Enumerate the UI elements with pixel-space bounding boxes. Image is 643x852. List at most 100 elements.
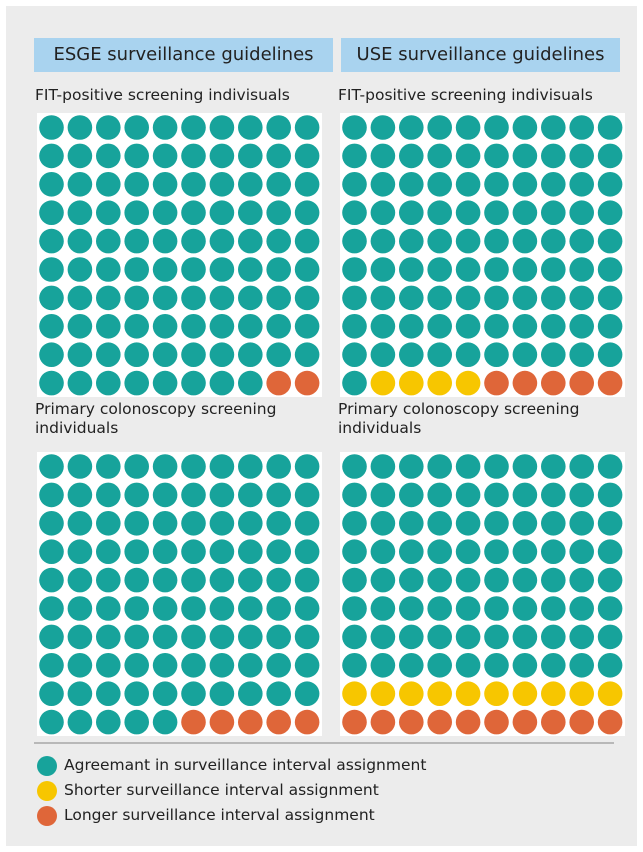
unit-dot — [597, 143, 623, 169]
legend-item: Shorter surveillance interval assignment — [36, 778, 379, 802]
unit-dot — [399, 115, 424, 140]
unit-dot — [67, 285, 93, 311]
unit-dot — [266, 172, 291, 197]
unit-dot — [238, 342, 263, 367]
unit-dot — [238, 511, 263, 536]
unit-dot — [209, 511, 235, 536]
unit-dot — [569, 709, 594, 735]
unit-dot — [67, 200, 93, 225]
unit-dot — [181, 257, 206, 282]
unit-dot — [541, 539, 566, 564]
unit-dot — [427, 115, 452, 140]
separator — [34, 742, 614, 744]
unit-dot — [96, 370, 121, 396]
unit-dot — [67, 624, 93, 650]
unit-dot — [399, 681, 424, 706]
unit-dot — [512, 143, 538, 169]
unit-dot — [181, 200, 206, 225]
unit-dot — [399, 200, 424, 225]
unit-dot — [124, 172, 149, 197]
unit-dot — [294, 539, 320, 564]
unit-dot — [427, 257, 452, 282]
unit-dot — [266, 454, 291, 479]
unit-dot — [39, 482, 64, 508]
unit-dot — [427, 511, 452, 536]
unit-dot — [427, 482, 452, 508]
unit-dot — [597, 314, 623, 339]
unit-dot — [370, 172, 396, 197]
unit-dot — [238, 596, 263, 621]
unit-dot — [124, 228, 149, 254]
unit-dot — [455, 257, 481, 282]
unit-dot — [484, 681, 509, 706]
unit-dot — [39, 539, 64, 564]
unit-dot — [39, 681, 64, 706]
unit-dot — [96, 200, 121, 225]
unit-dot — [342, 454, 367, 479]
unit-dot — [96, 681, 121, 706]
unit-dot — [569, 172, 594, 197]
unit-dot — [455, 342, 481, 367]
unit-dot — [569, 596, 594, 621]
unit-dot — [96, 454, 121, 479]
unit-dot — [96, 482, 121, 508]
unit-dot — [152, 624, 178, 650]
unit-dot — [427, 539, 452, 564]
unit-dot — [294, 257, 320, 282]
unit-dot — [399, 624, 424, 650]
unit-dot — [294, 342, 320, 367]
figure: ESGE surveillance guidelines USE surveil… — [6, 6, 637, 846]
unit-dot — [294, 285, 320, 311]
legend-dot — [37, 755, 57, 776]
unit-dot — [484, 342, 509, 367]
legend-swatch — [37, 780, 57, 801]
unit-dot — [266, 681, 291, 706]
waffle — [39, 115, 320, 396]
unit-dot — [238, 454, 263, 479]
unit-dot — [512, 653, 538, 678]
unit-dot — [455, 482, 481, 508]
unit-dot — [484, 511, 509, 536]
unit-dot — [484, 482, 509, 508]
unit-dot — [152, 257, 178, 282]
unit-dot — [370, 539, 396, 564]
unit-dot — [399, 285, 424, 311]
unit-dot — [427, 454, 452, 479]
waffle-panel — [37, 113, 322, 397]
unit-dot — [124, 681, 149, 706]
unit-dot — [124, 596, 149, 621]
unit-dot — [152, 200, 178, 225]
unit-dot — [152, 454, 178, 479]
unit-dot — [512, 454, 538, 479]
unit-dot — [266, 228, 291, 254]
unit-dot — [342, 596, 367, 621]
unit-dot — [266, 539, 291, 564]
unit-dot — [541, 709, 566, 735]
unit-dot — [455, 709, 481, 735]
unit-dot — [597, 228, 623, 254]
unit-dot — [342, 143, 367, 169]
unit-dot — [342, 539, 367, 564]
unit-dot — [399, 653, 424, 678]
unit-dot — [152, 567, 178, 593]
unit-dot — [484, 454, 509, 479]
unit-dot — [597, 172, 623, 197]
unit-dot — [342, 482, 367, 508]
unit-dot — [455, 143, 481, 169]
unit-dot — [209, 342, 235, 367]
unit-dot — [67, 596, 93, 621]
unit-dot — [427, 342, 452, 367]
unit-dot — [67, 709, 93, 735]
unit-dot — [39, 314, 64, 339]
unit-dot — [484, 228, 509, 254]
unit-dot — [541, 567, 566, 593]
unit-dot — [67, 342, 93, 367]
unit-dot — [455, 200, 481, 225]
unit-dot — [342, 342, 367, 367]
unit-dot — [124, 454, 149, 479]
unit-dot — [597, 482, 623, 508]
unit-dot — [484, 653, 509, 678]
unit-dot — [67, 172, 93, 197]
unit-dot — [455, 172, 481, 197]
unit-dot — [399, 143, 424, 169]
